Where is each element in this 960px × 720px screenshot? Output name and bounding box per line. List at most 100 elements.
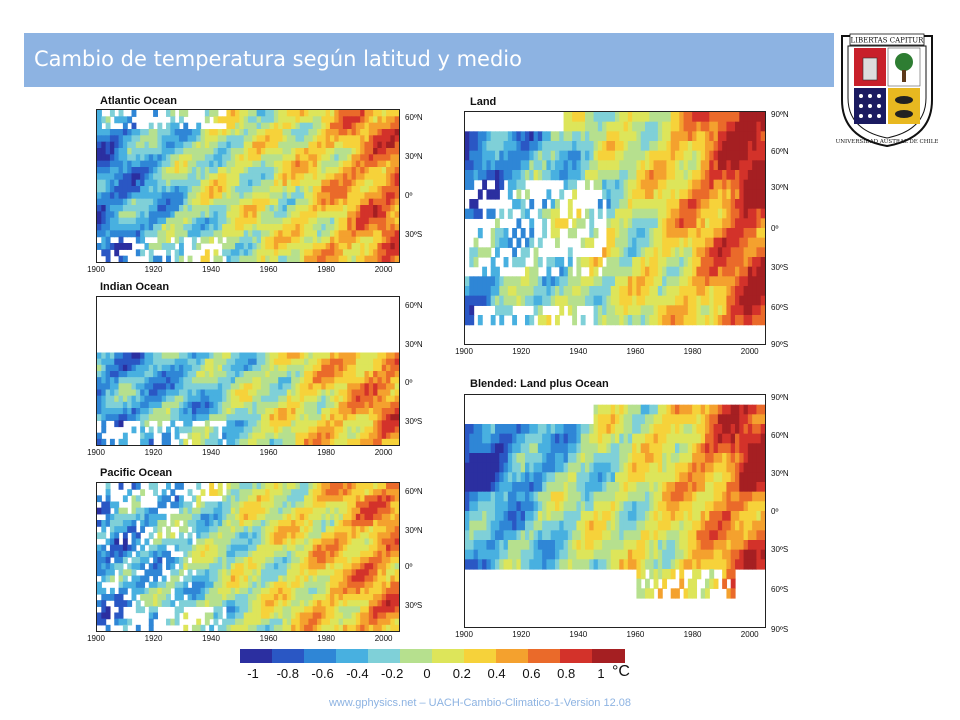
heatmap-cell bbox=[355, 186, 361, 193]
heatmap-cell bbox=[230, 581, 236, 589]
heatmap-cell bbox=[105, 408, 111, 415]
heatmap-cell bbox=[636, 150, 642, 161]
heatmap-cell bbox=[649, 121, 655, 132]
heatmap-cell bbox=[213, 426, 219, 434]
heatmap-cell bbox=[282, 563, 288, 570]
heatmap-cell bbox=[386, 526, 391, 533]
heatmap-cell bbox=[377, 135, 383, 143]
heatmap-cell bbox=[109, 186, 115, 193]
heatmap-cell bbox=[355, 352, 361, 360]
heatmap-cell bbox=[342, 426, 348, 434]
heatmap-cell bbox=[760, 237, 765, 248]
heatmap-cell bbox=[278, 600, 284, 607]
heatmap-cell bbox=[243, 224, 249, 231]
heatmap-cell bbox=[291, 401, 297, 409]
heatmap-cell bbox=[347, 557, 353, 564]
heatmap-cell bbox=[153, 489, 158, 496]
heatmap-cell bbox=[178, 569, 184, 577]
heatmap-cell bbox=[334, 198, 340, 206]
heatmap-cell bbox=[726, 199, 732, 210]
heatmap-cell bbox=[127, 489, 133, 496]
heatmap-cell bbox=[347, 116, 353, 124]
heatmap-cell bbox=[355, 526, 361, 533]
heatmap-cell bbox=[390, 352, 396, 360]
heatmap-cell bbox=[334, 432, 340, 440]
heatmap-cell bbox=[338, 612, 344, 620]
heatmap-cell bbox=[623, 266, 629, 277]
heatmap-cell bbox=[299, 581, 305, 589]
heatmap-cell bbox=[342, 563, 348, 570]
heatmap-cell bbox=[213, 414, 219, 421]
heatmap-cell bbox=[713, 189, 719, 200]
heatmap-cell bbox=[610, 121, 616, 132]
heatmap-cell bbox=[178, 173, 184, 181]
heatmap-cell bbox=[295, 211, 301, 219]
heatmap-cell bbox=[222, 371, 228, 378]
heatmap-cell bbox=[360, 420, 366, 428]
heatmap-cell bbox=[304, 249, 309, 257]
heatmap-cell bbox=[101, 408, 107, 415]
heatmap-cell bbox=[347, 618, 353, 626]
heatmap-cell bbox=[390, 243, 396, 250]
x-tick-label: 1960 bbox=[259, 265, 278, 274]
heatmap-cell bbox=[743, 189, 749, 200]
heatmap-cell bbox=[230, 383, 236, 391]
heatmap-cell bbox=[299, 230, 305, 238]
heatmap-cell bbox=[373, 160, 379, 168]
heatmap-cell bbox=[127, 148, 133, 155]
heatmap-cell bbox=[329, 513, 335, 521]
heatmap-cell bbox=[321, 352, 327, 360]
heatmap-cell bbox=[256, 600, 262, 607]
heatmap-cell bbox=[235, 192, 240, 200]
heatmap-cell bbox=[187, 364, 193, 372]
heatmap-cell bbox=[256, 167, 262, 174]
heatmap-cell bbox=[338, 179, 344, 187]
heatmap-cell bbox=[360, 426, 366, 434]
heatmap-cell bbox=[683, 112, 689, 123]
heatmap-cell bbox=[243, 364, 249, 372]
heatmap-cell bbox=[278, 550, 284, 558]
heatmap-cell bbox=[722, 218, 728, 229]
heatmap-cell bbox=[144, 141, 150, 149]
heatmap-cell bbox=[97, 569, 102, 577]
heatmap-cell bbox=[273, 438, 279, 445]
heatmap-cell bbox=[469, 199, 475, 210]
heatmap-cell bbox=[291, 224, 297, 231]
heatmap-cell bbox=[291, 489, 297, 496]
heatmap-cell bbox=[109, 526, 115, 533]
heatmap-cell bbox=[118, 550, 124, 558]
heatmap-cell bbox=[368, 148, 374, 155]
heatmap-cell bbox=[373, 230, 379, 238]
heatmap-cell bbox=[204, 563, 210, 570]
heatmap-cell bbox=[226, 618, 232, 626]
heatmap-cell bbox=[178, 395, 184, 403]
heatmap-cell bbox=[364, 358, 370, 366]
heatmap-cell bbox=[278, 544, 284, 552]
heatmap-cell bbox=[623, 179, 629, 190]
heatmap-cell bbox=[105, 364, 111, 372]
heatmap-cell bbox=[217, 255, 223, 262]
heatmap-cell bbox=[299, 513, 305, 521]
heatmap-cell bbox=[390, 483, 396, 490]
heatmap-cell bbox=[235, 513, 240, 521]
heatmap-cell bbox=[705, 121, 710, 132]
heatmap-cell bbox=[235, 401, 240, 409]
heatmap-cell bbox=[329, 600, 335, 607]
heatmap-cell bbox=[312, 192, 318, 200]
heatmap-cell bbox=[597, 121, 603, 132]
heatmap-cell bbox=[226, 557, 232, 564]
heatmap-cell bbox=[373, 224, 379, 231]
heatmap-cell bbox=[230, 179, 236, 187]
heatmap-cell bbox=[377, 495, 383, 503]
heatmap-cell bbox=[101, 371, 107, 378]
heatmap-cell bbox=[649, 112, 655, 123]
heatmap-cell bbox=[200, 364, 206, 372]
heatmap-cell bbox=[178, 217, 184, 225]
heatmap-cell bbox=[321, 110, 327, 117]
heatmap-cell bbox=[627, 257, 633, 268]
heatmap-cell bbox=[265, 563, 271, 570]
heatmap-cell bbox=[114, 135, 120, 143]
x-tick-label: 1960 bbox=[259, 634, 278, 643]
heatmap-cell bbox=[364, 364, 370, 372]
heatmap-cell bbox=[338, 383, 344, 391]
